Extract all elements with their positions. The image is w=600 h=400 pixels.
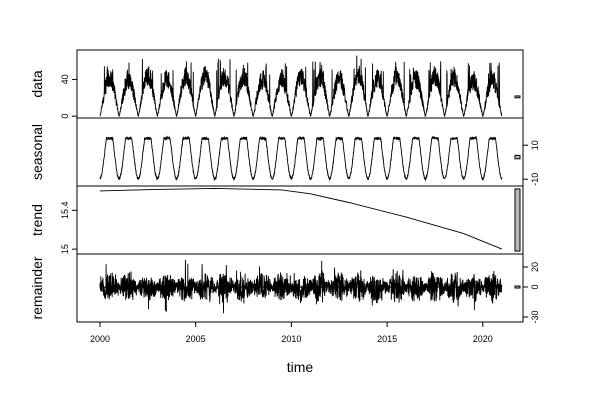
seasonal-y-tick-label: -10: [530, 173, 540, 186]
remainder-panel: -30 0 20 remainder: [29, 253, 540, 324]
data-range-bar: [514, 95, 521, 99]
data-y-tick-label: 0: [60, 114, 70, 119]
seasonal-range-bar: [514, 154, 521, 160]
data-panel: 0 40 data: [29, 49, 524, 119]
seasonal-series-line: [99, 135, 503, 182]
remainder-panel-label: remainder: [29, 256, 45, 319]
trend-y-tick-label: 15.4: [60, 202, 70, 220]
remainder-series-line: [99, 259, 503, 314]
trend-panel: 15 15.4 trend: [29, 185, 524, 255]
remainder-y-tick-label: -30: [530, 310, 540, 323]
trend-y-tick-label: 15: [60, 244, 70, 254]
x-tick-label: 2020: [473, 334, 493, 344]
x-tick-label: 2015: [377, 334, 397, 344]
trend-range-bar: [514, 188, 521, 252]
seasonal-panel-frame: [76, 117, 524, 187]
x-tick-label: 2010: [281, 334, 301, 344]
x-tick-label: 2000: [90, 334, 110, 344]
seasonal-panel-label: seasonal: [29, 124, 45, 180]
data-panel-label: data: [29, 70, 45, 97]
remainder-y-tick-label: 20: [530, 262, 540, 272]
remainder-range-bar: [514, 285, 521, 289]
data-y-tick-label: 40: [60, 74, 70, 84]
seasonal-panel: -10 10 seasonal: [29, 117, 540, 187]
data-series-line: [99, 55, 503, 118]
remainder-y-tick-label: 0: [530, 284, 540, 289]
seasonal-y-tick-label: 10: [530, 140, 540, 150]
trend-panel-frame: [76, 185, 524, 255]
trend-series-line: [99, 187, 503, 250]
x-axis-title: time: [287, 359, 314, 375]
x-tick-label: 2005: [186, 334, 206, 344]
x-axis: 2000 2005 2010 2015 2020: [90, 321, 493, 344]
trend-panel-label: trend: [29, 204, 45, 236]
